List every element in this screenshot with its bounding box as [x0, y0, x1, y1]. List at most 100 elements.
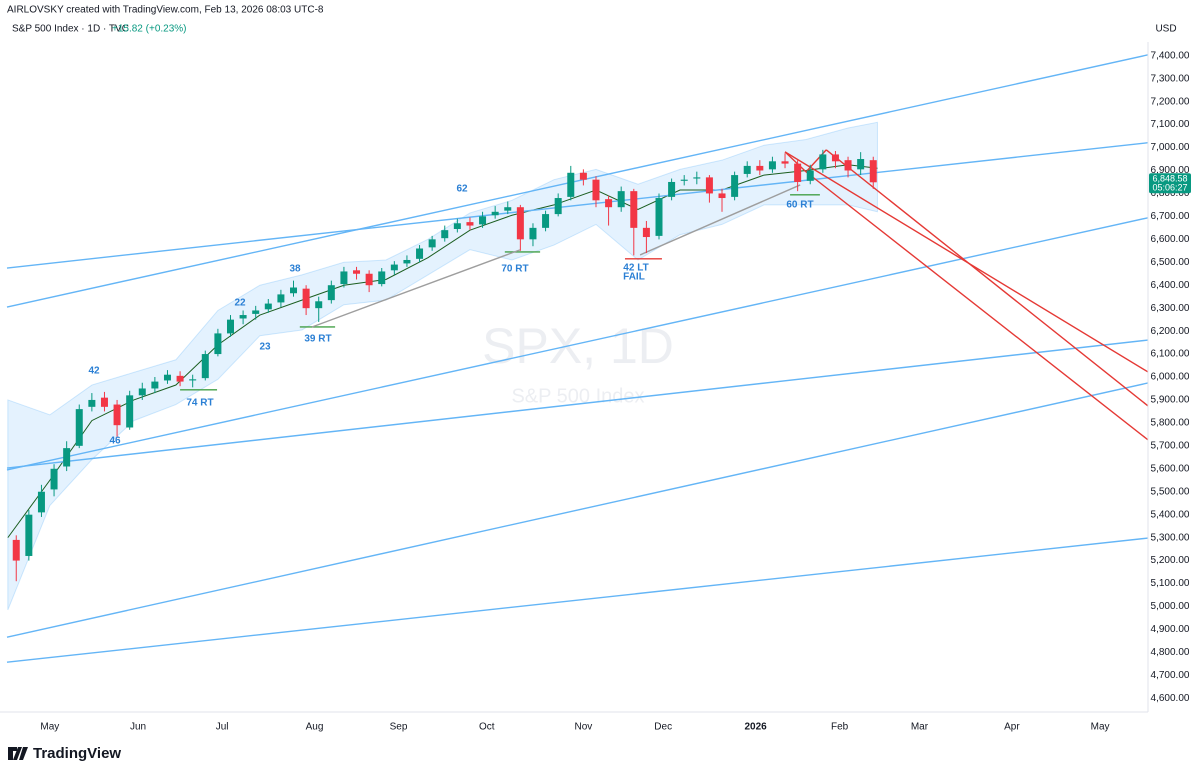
- candle-body: [327, 285, 335, 301]
- candle-body: [390, 264, 398, 271]
- candle-body: [201, 354, 209, 379]
- candle-body: [731, 175, 739, 197]
- candle-body: [428, 239, 436, 248]
- annotation: 42 LT: [623, 263, 648, 274]
- x-tick-label: May: [40, 722, 59, 733]
- candle-body: [668, 181, 676, 197]
- candle-body: [642, 227, 650, 238]
- y-tick-label: 6,000.00: [1151, 372, 1190, 383]
- price-change: +15.82 (+0.23%): [112, 24, 187, 35]
- x-tick-label: Feb: [831, 722, 849, 733]
- candle-body: [50, 468, 58, 490]
- candle-body: [441, 230, 449, 239]
- trend-line: [311, 249, 521, 328]
- candle-body: [176, 375, 184, 382]
- candle-body: [655, 198, 663, 236]
- y-tick-label: 4,600.00: [1151, 693, 1190, 704]
- brand: TradingView: [33, 745, 121, 762]
- x-tick-label: Apr: [1004, 722, 1020, 733]
- annotation: 39 RT: [304, 334, 331, 345]
- x-tick-label: Oct: [479, 722, 495, 733]
- y-tick-label: 6,100.00: [1151, 349, 1190, 360]
- last-price-label: 6,848.58: [1152, 174, 1187, 184]
- candle-body: [353, 270, 361, 274]
- candle-body: [718, 193, 726, 199]
- candle-body: [290, 287, 298, 294]
- candle-body: [516, 207, 524, 240]
- candle-body: [491, 211, 499, 216]
- x-tick-label: Dec: [654, 722, 672, 733]
- candle-body: [630, 191, 638, 228]
- annotation: 38: [289, 264, 301, 275]
- candle-body: [806, 170, 814, 181]
- candle-body: [264, 303, 272, 310]
- candle-body: [239, 315, 247, 319]
- y-tick-label: 6,300.00: [1151, 303, 1190, 314]
- y-tick-label: 6,600.00: [1151, 234, 1190, 245]
- candle-body: [554, 198, 562, 215]
- y-tick-label: 5,100.00: [1151, 578, 1190, 589]
- candle-body: [113, 404, 121, 426]
- candle-body: [25, 514, 33, 556]
- countdown: 05:06:27: [1152, 183, 1187, 193]
- y-tick-label: 5,600.00: [1151, 463, 1190, 474]
- candle-body: [75, 409, 83, 446]
- chart-title: S&P 500 Index · 1D · TVC: [12, 24, 129, 35]
- candle-body: [189, 379, 197, 381]
- candle-body: [378, 271, 386, 285]
- y-tick-label: 5,800.00: [1151, 418, 1190, 429]
- annotation: 46: [109, 436, 121, 447]
- candle-body: [756, 165, 764, 171]
- candle-body: [819, 154, 827, 170]
- candle-body: [567, 172, 575, 197]
- candle-body: [226, 319, 234, 334]
- candle-body: [163, 374, 171, 381]
- trend-line: [6, 382, 1149, 638]
- trend-line: [6, 339, 1149, 469]
- annotation: FAIL: [623, 272, 645, 283]
- candle-body: [605, 199, 613, 208]
- candle-body: [542, 214, 550, 228]
- candle-body: [63, 448, 71, 467]
- y-tick-label: 5,500.00: [1151, 486, 1190, 497]
- x-tick-label: Nov: [574, 722, 592, 733]
- y-tick-label: 7,300.00: [1151, 73, 1190, 84]
- y-tick-label: 7,400.00: [1151, 50, 1190, 61]
- x-tick-label: Jul: [216, 722, 229, 733]
- y-tick-label: 7,200.00: [1151, 96, 1190, 107]
- candle-body: [680, 179, 688, 181]
- candle-body: [302, 288, 310, 309]
- unit: USD: [1155, 24, 1176, 35]
- y-tick-label: 7,100.00: [1151, 119, 1190, 130]
- candle-body: [844, 160, 852, 171]
- annotation: 60 RT: [786, 200, 813, 211]
- candle-body: [529, 227, 537, 240]
- trend-line: [639, 184, 801, 256]
- candle-body: [151, 381, 159, 389]
- annotation: 42: [88, 366, 100, 377]
- trend-line: [784, 151, 807, 173]
- annotation: 22: [234, 298, 246, 309]
- candle-body: [315, 301, 323, 309]
- candle-body: [466, 222, 474, 226]
- candle-body: [705, 177, 713, 194]
- candle-body: [88, 399, 96, 407]
- candle-body: [617, 191, 625, 208]
- annotation: 74 RT: [186, 398, 213, 409]
- y-tick-label: 6,700.00: [1151, 211, 1190, 222]
- x-tick-label: Aug: [306, 722, 324, 733]
- candle-body: [37, 491, 45, 513]
- y-tick-label: 6,800.00: [1151, 188, 1190, 199]
- x-tick-label: Jun: [130, 722, 146, 733]
- annotation: 23: [259, 342, 271, 353]
- candle-body: [403, 259, 411, 264]
- candle-body: [138, 388, 146, 396]
- trend-line: [6, 537, 1149, 663]
- candle-body: [252, 310, 260, 314]
- candle-body: [743, 165, 751, 174]
- logo: TradingView: [8, 745, 121, 762]
- credit: AIRLOVSKY created with TradingView.com, …: [7, 5, 324, 16]
- y-tick-label: 7,000.00: [1151, 142, 1190, 153]
- candle-body: [277, 294, 285, 303]
